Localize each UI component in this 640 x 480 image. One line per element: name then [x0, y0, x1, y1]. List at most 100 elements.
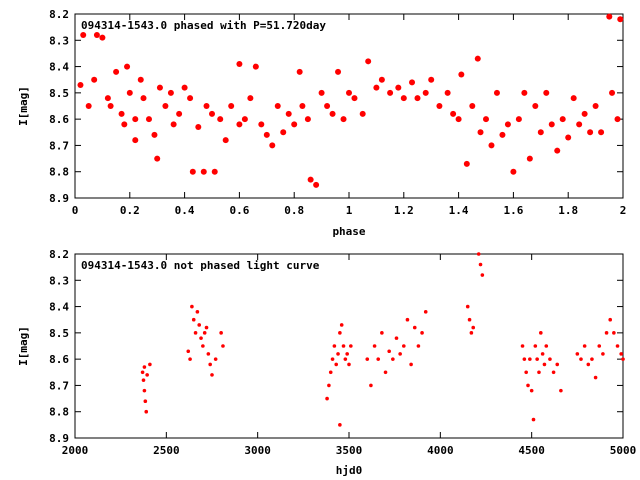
y-tick-label: 8.3 — [49, 34, 69, 47]
y-tick-label: 8.7 — [49, 139, 69, 152]
data-point — [189, 168, 196, 175]
data-point — [469, 103, 476, 109]
data-point — [420, 331, 424, 335]
data-point — [609, 89, 616, 96]
data-point — [499, 131, 506, 138]
data-point — [142, 388, 147, 393]
y-tick-label: 8.9 — [49, 192, 69, 205]
y-tick-label: 8.6 — [49, 353, 69, 366]
data-point — [365, 58, 372, 65]
data-point — [176, 110, 183, 117]
data-point — [204, 325, 209, 330]
y-tick-label: 8.7 — [49, 379, 69, 392]
x-tick-label: 0.6 — [229, 204, 249, 217]
x-tick-label: 1.8 — [558, 204, 578, 217]
data-point — [559, 116, 566, 123]
data-point — [504, 121, 511, 128]
data-point — [209, 110, 215, 117]
data-point — [296, 68, 303, 75]
data-point — [318, 89, 325, 96]
data-point — [170, 121, 177, 128]
data-point — [195, 124, 202, 131]
data-point — [365, 357, 370, 361]
data-point — [140, 95, 147, 102]
data-point — [471, 325, 476, 330]
data-point — [199, 336, 203, 340]
data-point — [539, 331, 543, 335]
data-point — [359, 110, 366, 117]
x-tick-label: 2000 — [62, 444, 89, 457]
data-point — [332, 344, 337, 348]
data-point — [444, 89, 451, 96]
data-point — [405, 317, 410, 322]
data-point — [85, 103, 92, 109]
data-point — [617, 16, 624, 23]
x-tick-label: 3500 — [336, 444, 363, 457]
data-point — [559, 388, 563, 393]
data-point — [409, 362, 413, 367]
data-point — [480, 273, 485, 277]
data-point — [313, 181, 320, 188]
data-point — [190, 304, 194, 309]
data-point — [467, 317, 472, 322]
data-point — [202, 331, 207, 335]
unphased-chart-title: 094314-1543.0 not phased light curve — [81, 259, 320, 272]
y-tick-label: 8.3 — [49, 274, 69, 287]
x-tick-label: 0 — [72, 204, 79, 217]
data-point — [544, 344, 549, 348]
data-point — [151, 131, 158, 138]
data-point — [142, 365, 147, 369]
data-point — [373, 84, 380, 91]
data-point — [414, 95, 421, 102]
data-point — [586, 362, 591, 367]
data-point — [181, 84, 188, 91]
data-point — [369, 383, 373, 388]
data-point — [529, 388, 534, 393]
y-tick-label: 8.4 — [49, 61, 69, 74]
data-point — [493, 89, 500, 96]
data-point — [402, 344, 406, 348]
phased-x-axis-label: phase — [332, 225, 365, 238]
data-point — [241, 116, 248, 123]
data-point — [252, 63, 259, 70]
data-point — [587, 129, 594, 136]
data-point — [551, 370, 556, 375]
unphased-plot-frame — [74, 253, 624, 439]
data-point — [263, 131, 270, 138]
x-tick-label: 1.6 — [503, 204, 523, 217]
data-point — [537, 370, 541, 375]
data-point — [522, 357, 527, 361]
data-point — [488, 142, 495, 149]
data-point — [124, 63, 131, 70]
data-point — [91, 76, 98, 83]
data-point — [621, 357, 625, 361]
data-point — [328, 370, 333, 375]
data-point — [537, 129, 544, 136]
data-point — [195, 310, 200, 314]
data-point — [258, 121, 265, 128]
data-point — [428, 76, 435, 83]
data-point — [148, 362, 152, 367]
data-point — [565, 134, 572, 141]
data-point — [203, 103, 210, 109]
x-tick-label: 0.8 — [284, 204, 304, 217]
y-tick-label: 8.6 — [49, 113, 69, 126]
data-point — [339, 323, 344, 327]
data-point — [210, 373, 214, 377]
data-point — [167, 89, 174, 96]
data-point — [325, 396, 329, 401]
data-point — [570, 95, 577, 102]
data-point — [77, 81, 84, 88]
data-point — [338, 423, 342, 427]
data-point — [186, 349, 191, 354]
data-point — [400, 95, 407, 102]
data-point — [93, 32, 100, 39]
data-point — [201, 344, 205, 348]
data-point — [615, 344, 620, 348]
y-tick-label: 8.2 — [49, 248, 69, 261]
data-point — [380, 331, 384, 335]
data-point — [118, 110, 125, 117]
data-point — [219, 331, 223, 335]
data-point — [107, 103, 114, 109]
